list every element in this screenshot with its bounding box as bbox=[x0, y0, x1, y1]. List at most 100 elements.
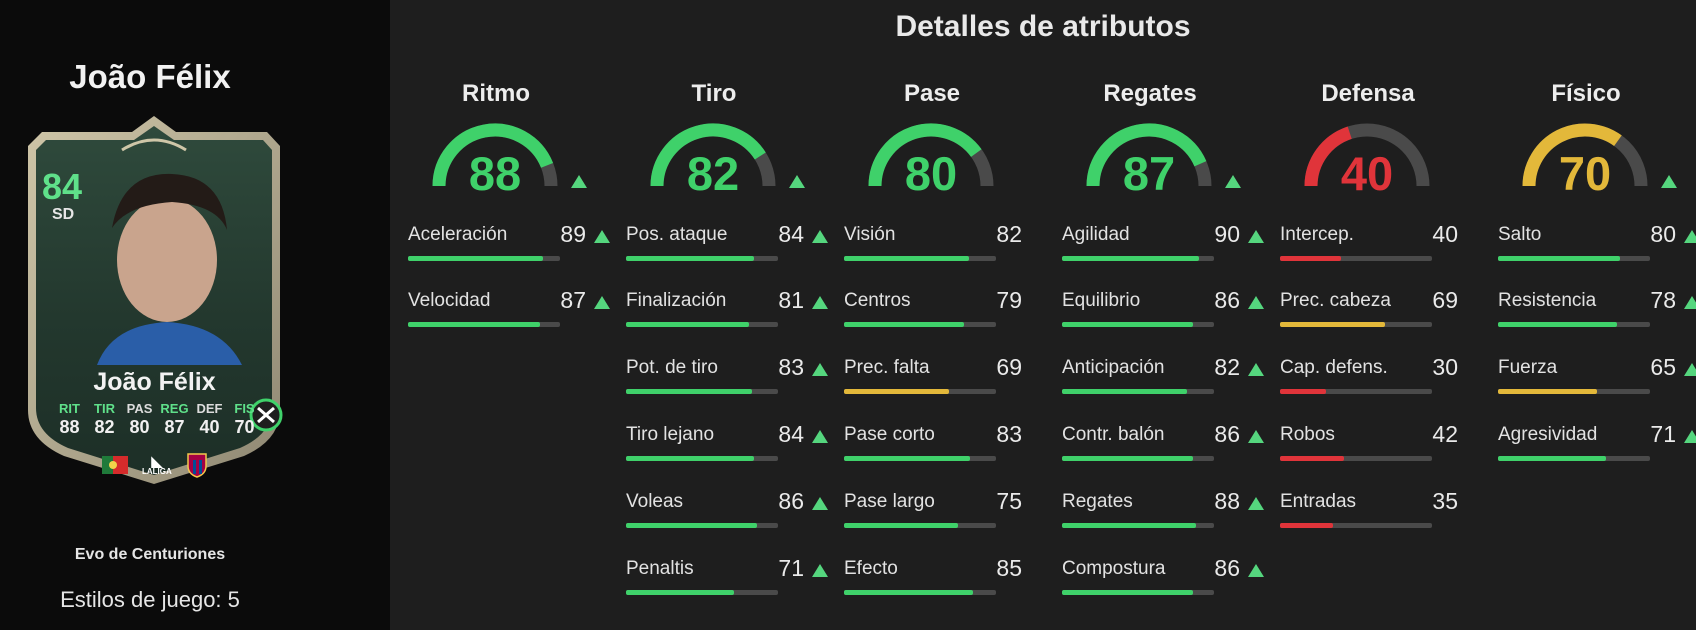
attribute-stat-row: Penaltis 71 bbox=[626, 555, 828, 598]
category-value: 70 bbox=[1558, 147, 1612, 200]
gauge-fill bbox=[1086, 123, 1207, 187]
stat-bar-fill bbox=[844, 523, 958, 528]
attribute-details-title: Detalles de atributos bbox=[895, 10, 1191, 43]
stat-bar-fill bbox=[1062, 590, 1193, 595]
stat-bar-track bbox=[408, 322, 560, 327]
stat-upgrade-arrow-icon bbox=[1248, 497, 1264, 510]
attribute-stat-row: Entradas 35 bbox=[1280, 488, 1480, 531]
playstyles-count[interactable]: Estilos de juego: 5 bbox=[60, 587, 240, 612]
stat-upgrade-arrow-icon bbox=[1684, 230, 1696, 243]
category-upgrade-arrow-icon bbox=[1661, 175, 1677, 188]
stat-bar-fill bbox=[1280, 523, 1334, 528]
stat-bar-fill bbox=[626, 322, 750, 327]
stat-name: Aceleración bbox=[408, 224, 508, 245]
stat-bar-track bbox=[626, 523, 778, 528]
attribute-stat-row: Equilibrio 86 bbox=[1062, 287, 1264, 330]
stat-bar-track bbox=[844, 523, 996, 528]
stat-bar-fill bbox=[1280, 389, 1326, 394]
category-value: 88 bbox=[468, 147, 522, 200]
card-stat-reg: REG 87 bbox=[157, 401, 192, 438]
card-stat-def: DEF 40 bbox=[192, 401, 227, 438]
stat-name: Salto bbox=[1498, 224, 1542, 245]
stat-upgrade-arrow-icon bbox=[812, 363, 828, 376]
player-card[interactable]: 84 SD João Félix RIT 88 TIR 82 PAS 80 REG 87 DEF… bbox=[22, 110, 287, 488]
attribute-column-3: Pase 80 Visión 82 Centros 79 Prec. falta 69 Pase… bbox=[844, 0, 1044, 630]
attribute-stat-row: Contr. balón 86 bbox=[1062, 421, 1264, 464]
stat-value: 83 bbox=[778, 354, 804, 380]
stat-bar-fill bbox=[1280, 456, 1344, 461]
stat-value: 90 bbox=[1214, 221, 1240, 247]
card-stats-grid: RIT 88 TIR 82 PAS 80 REG 87 DEF 40 FIS 70 bbox=[52, 401, 262, 438]
stat-value: 40 bbox=[1432, 221, 1458, 247]
card-stat-value: 88 bbox=[59, 417, 80, 437]
stat-value: 65 bbox=[1650, 354, 1676, 380]
card-position: SD bbox=[52, 206, 75, 223]
card-stat-value: 70 bbox=[234, 417, 255, 437]
stat-name: Tiro lejano bbox=[626, 424, 715, 445]
stat-bar-track bbox=[1280, 322, 1432, 327]
category-upgrade-arrow-icon bbox=[1225, 175, 1241, 188]
stat-value: 71 bbox=[1650, 421, 1676, 447]
attribute-stat-row: Velocidad 87 bbox=[408, 287, 610, 330]
stat-value: 79 bbox=[996, 287, 1022, 313]
gauge-fill bbox=[432, 123, 554, 187]
stat-bar-fill bbox=[408, 256, 544, 261]
gauge-fill bbox=[1522, 123, 1622, 187]
stat-upgrade-arrow-icon bbox=[812, 296, 828, 309]
stat-bar-track bbox=[626, 256, 778, 261]
stat-value: 85 bbox=[996, 555, 1022, 581]
stat-value: 80 bbox=[1650, 221, 1676, 247]
attribute-stat-row: Agresividad 71 bbox=[1498, 421, 1696, 464]
card-stat-tir: TIR 82 bbox=[87, 401, 122, 438]
stat-bar-track bbox=[1280, 456, 1432, 461]
stat-upgrade-arrow-icon bbox=[1248, 564, 1264, 577]
stat-bar-fill bbox=[626, 389, 753, 394]
stat-bar-fill bbox=[844, 590, 974, 595]
category-value: 40 bbox=[1340, 147, 1394, 200]
player-name-title: João Félix bbox=[69, 58, 231, 95]
stat-value: 87 bbox=[560, 287, 586, 313]
stat-bar-track bbox=[844, 256, 996, 261]
category-gauge bbox=[1522, 123, 1648, 187]
stat-bar-track bbox=[1062, 322, 1214, 327]
attribute-stat-row: Finalización 81 bbox=[626, 287, 828, 330]
attribute-details-panel: Detalles de atributos Ritmo 88 Aceleración… bbox=[390, 0, 1696, 630]
stat-upgrade-arrow-icon bbox=[812, 497, 828, 510]
card-stat-pas: PAS 80 bbox=[122, 401, 157, 438]
category-gauge bbox=[868, 123, 994, 187]
card-stat-value: 87 bbox=[164, 417, 185, 437]
stat-bar-fill bbox=[1062, 456, 1193, 461]
stat-value: 86 bbox=[1214, 421, 1240, 447]
stat-upgrade-arrow-icon bbox=[1684, 296, 1696, 309]
stat-bar-track bbox=[1062, 256, 1214, 261]
stat-bar-fill bbox=[1062, 389, 1187, 394]
stat-bar-track bbox=[1498, 256, 1650, 261]
attribute-stat-row: Regates 88 bbox=[1062, 488, 1264, 531]
attribute-stat-row: Anticipación 82 bbox=[1062, 354, 1264, 397]
attribute-column-4: Regates 87 Agilidad 90 Equilibrio 86 Anticipac… bbox=[1062, 0, 1264, 630]
attribute-stat-row: Salto 80 bbox=[1498, 221, 1696, 264]
stat-upgrade-arrow-icon bbox=[1248, 230, 1264, 243]
category-upgrade-arrow-icon bbox=[789, 175, 805, 188]
stat-value: 84 bbox=[778, 221, 804, 247]
card-stat-value: 82 bbox=[94, 417, 115, 437]
attribute-stat-row: Voleas 86 bbox=[626, 488, 828, 531]
stat-name: Regates bbox=[1062, 491, 1133, 512]
stat-bar-fill bbox=[844, 322, 965, 327]
stat-name: Penaltis bbox=[626, 558, 694, 579]
stat-upgrade-arrow-icon bbox=[594, 230, 610, 243]
stat-name: Efecto bbox=[844, 558, 898, 579]
stat-upgrade-arrow-icon bbox=[1248, 430, 1264, 443]
stat-value: 84 bbox=[778, 421, 804, 447]
stat-name: Centros bbox=[844, 290, 911, 311]
stat-bar-track bbox=[1498, 322, 1650, 327]
evolution-label: Evo de Centuriones bbox=[74, 546, 226, 563]
player-summary-panel: João Félix bbox=[0, 0, 390, 630]
category-title: Pase bbox=[903, 80, 961, 107]
card-overall-rating: 84 bbox=[42, 166, 83, 207]
card-player-name: João Félix bbox=[93, 368, 216, 396]
attribute-stat-row: Compostura 86 bbox=[1062, 555, 1264, 598]
stat-bar-fill bbox=[1498, 456, 1606, 461]
card-stat-label: FIS bbox=[234, 401, 255, 416]
stat-value: 75 bbox=[996, 488, 1022, 514]
